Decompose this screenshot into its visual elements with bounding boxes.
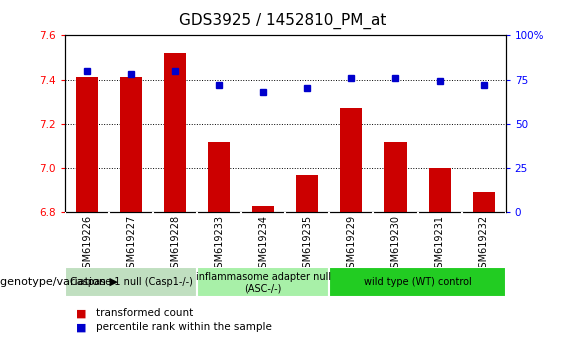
Text: GSM619227: GSM619227 bbox=[126, 215, 136, 274]
Bar bbox=[76, 78, 98, 212]
Bar bbox=[252, 206, 275, 212]
Bar bbox=[197, 267, 329, 297]
Bar bbox=[384, 142, 406, 212]
Bar bbox=[329, 267, 506, 297]
Text: percentile rank within the sample: percentile rank within the sample bbox=[96, 322, 272, 332]
Text: inflammasome adapter null
(ASC-/-): inflammasome adapter null (ASC-/-) bbox=[195, 272, 331, 293]
Text: GSM619226: GSM619226 bbox=[82, 215, 92, 274]
Bar bbox=[65, 267, 197, 297]
Text: GSM619231: GSM619231 bbox=[434, 215, 445, 274]
Text: GSM619235: GSM619235 bbox=[302, 215, 312, 274]
Text: GSM619232: GSM619232 bbox=[479, 215, 489, 274]
Bar bbox=[340, 108, 363, 212]
Bar bbox=[428, 168, 451, 212]
Text: transformed count: transformed count bbox=[96, 308, 193, 318]
Bar bbox=[472, 193, 494, 212]
Text: GSM619228: GSM619228 bbox=[170, 215, 180, 274]
Text: ■: ■ bbox=[76, 308, 87, 318]
Text: Caspase 1 null (Casp1-/-): Caspase 1 null (Casp1-/-) bbox=[69, 277, 193, 287]
Text: GSM619233: GSM619233 bbox=[214, 215, 224, 274]
Text: wild type (WT) control: wild type (WT) control bbox=[364, 277, 471, 287]
Bar bbox=[164, 53, 186, 212]
Text: GSM619234: GSM619234 bbox=[258, 215, 268, 274]
Text: genotype/variation ▶: genotype/variation ▶ bbox=[0, 277, 118, 287]
Text: GSM619229: GSM619229 bbox=[346, 215, 357, 274]
Bar bbox=[296, 175, 318, 212]
Text: ■: ■ bbox=[76, 322, 87, 332]
Bar bbox=[120, 78, 142, 212]
Text: GDS3925 / 1452810_PM_at: GDS3925 / 1452810_PM_at bbox=[179, 12, 386, 29]
Text: GSM619230: GSM619230 bbox=[390, 215, 401, 274]
Bar bbox=[208, 142, 231, 212]
